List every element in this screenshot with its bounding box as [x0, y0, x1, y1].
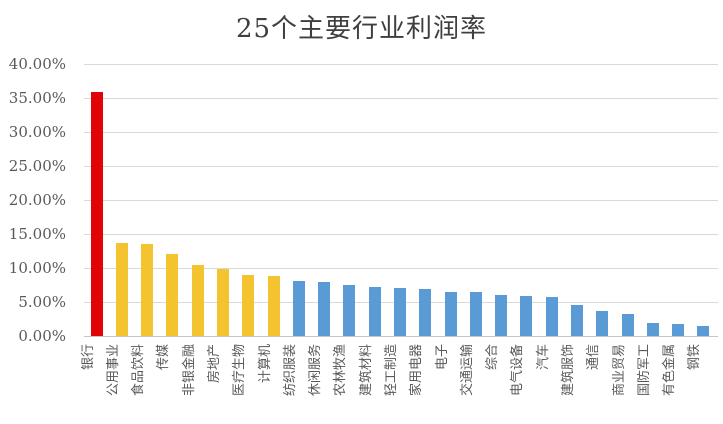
- y-axis-tick-label: 40.00%: [8, 55, 66, 73]
- gridline-10: [84, 268, 718, 269]
- y-axis-tick-label: 20.00%: [8, 191, 66, 209]
- x-axis-label-房地产: 房地产: [207, 344, 222, 384]
- bar-轻工制造: [394, 288, 406, 336]
- x-axis-label-汽车: 汽车: [536, 344, 551, 371]
- x-axis-label-电气设备: 电气设备: [510, 344, 525, 397]
- gridline-30: [84, 132, 718, 133]
- x-axis-label-轻工制造: 轻工制造: [384, 344, 399, 397]
- y-axis-tick-label: 35.00%: [8, 89, 66, 107]
- y-axis-tick-label: 30.00%: [8, 123, 66, 141]
- x-axis-label-钢铁: 钢铁: [687, 344, 702, 371]
- bar-建筑材料: [369, 287, 381, 336]
- bar-医疗生物: [242, 275, 254, 336]
- y-axis-tick-label: 15.00%: [8, 225, 66, 243]
- y-axis-tick-label: 10.00%: [8, 259, 66, 277]
- x-axis-label-国防军工: 国防军工: [637, 344, 652, 397]
- bar-电子: [445, 292, 457, 336]
- x-axis-label-建筑材料: 建筑材料: [359, 344, 374, 397]
- bar-汽车: [546, 297, 558, 336]
- x-axis-label-非银金融: 非银金融: [182, 344, 197, 397]
- x-axis-label-综合: 综合: [485, 344, 500, 371]
- gridline-25: [84, 166, 718, 167]
- bar-休闲服务: [318, 282, 330, 336]
- bar-房地产: [217, 269, 229, 336]
- x-axis-label-建筑服饰: 建筑服饰: [561, 344, 576, 397]
- bar-银行: [91, 92, 103, 336]
- gridline-35: [84, 98, 718, 99]
- bar-综合: [495, 295, 507, 336]
- gridline-15: [84, 234, 718, 235]
- x-axis-label-电子: 电子: [435, 344, 450, 371]
- x-axis-label-公用事业: 公用事业: [106, 344, 121, 397]
- x-axis-label-交通运输: 交通运输: [460, 344, 475, 397]
- x-axis-label-农林牧渔: 农林牧渔: [333, 344, 348, 397]
- bar-食品饮料: [141, 244, 153, 336]
- x-axis-label-传媒: 传媒: [156, 344, 171, 371]
- y-axis-tick-label: 0.00%: [18, 327, 66, 345]
- x-axis-label-有色金属: 有色金属: [662, 344, 677, 397]
- bar-公用事业: [116, 243, 128, 336]
- x-axis-label-休闲服务: 休闲服务: [308, 344, 323, 397]
- bar-建筑服饰: [571, 305, 583, 336]
- chart-title: 25个主要行业利润率: [235, 14, 488, 44]
- gridline-40: [84, 64, 718, 65]
- x-axis-label-纺织服装: 纺织服装: [283, 344, 298, 397]
- x-axis-label-商业贸易: 商业贸易: [612, 344, 627, 397]
- y-axis-tick-label: 5.00%: [18, 293, 66, 311]
- bar-交通运输: [470, 292, 482, 336]
- bar-纺织服装: [293, 281, 305, 336]
- bar-电气设备: [520, 296, 532, 336]
- bar-国防军工: [647, 323, 659, 336]
- bar-非银金融: [192, 265, 204, 336]
- x-axis-label-医疗生物: 医疗生物: [232, 344, 247, 397]
- x-axis-label-银行: 银行: [81, 344, 96, 371]
- x-axis-label-食品饮料: 食品饮料: [131, 344, 146, 397]
- bar-农林牧渔: [343, 285, 355, 336]
- x-axis-line: [84, 336, 718, 337]
- bar-有色金属: [672, 324, 684, 336]
- bar-商业贸易: [622, 314, 634, 336]
- bar-家用电器: [419, 289, 431, 336]
- gridline-20: [84, 200, 718, 201]
- y-axis-tick-label: 25.00%: [8, 157, 66, 175]
- bar-钢铁: [697, 326, 709, 336]
- x-axis-label-计算机: 计算机: [258, 344, 273, 384]
- bar-传媒: [166, 254, 178, 336]
- x-axis-label-家用电器: 家用电器: [409, 344, 424, 397]
- bar-通信: [596, 311, 608, 336]
- x-axis-label-通信: 通信: [586, 344, 601, 371]
- bar-计算机: [268, 276, 280, 336]
